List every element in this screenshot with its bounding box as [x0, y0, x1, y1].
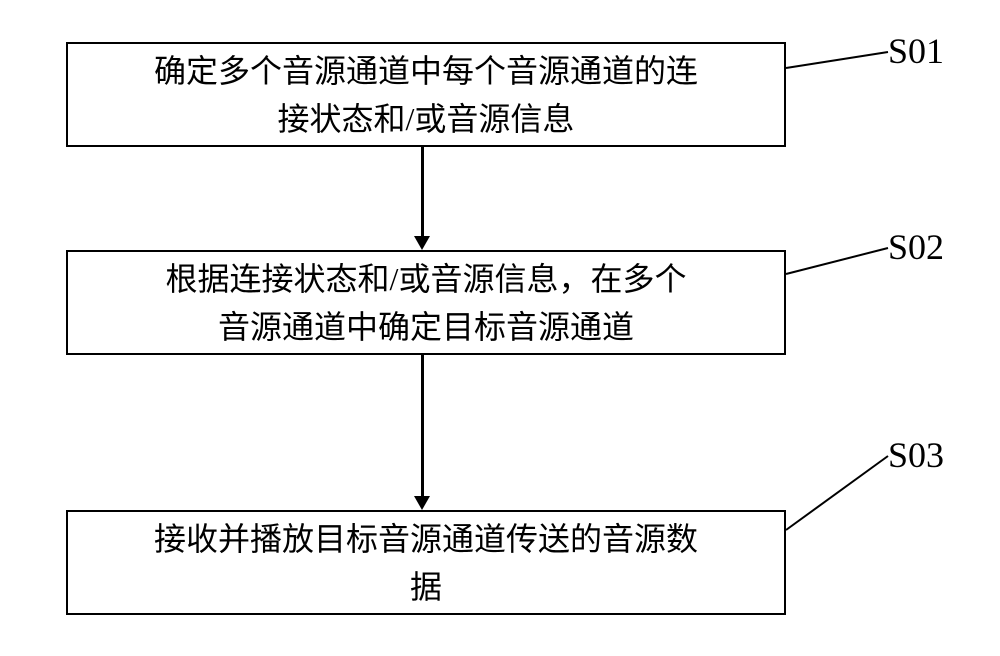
- step-s03-line2: 据: [410, 569, 442, 605]
- step-s01-line1: 确定多个音源通道中每个音源通道的连: [154, 53, 698, 89]
- connector-s02: [786, 248, 888, 274]
- step-s01-line2: 接状态和/或音源信息: [278, 101, 575, 137]
- step-box-s01: 确定多个音源通道中每个音源通道的连 接状态和/或音源信息: [66, 42, 786, 147]
- step-text-s01: 确定多个音源通道中每个音源通道的连 接状态和/或音源信息: [154, 47, 698, 143]
- step-s02-line1: 根据连接状态和/或音源信息，在多个: [166, 261, 687, 297]
- step-label-s01: S01: [888, 30, 944, 72]
- step-text-s02: 根据连接状态和/或音源信息，在多个 音源通道中确定目标音源通道: [166, 255, 687, 351]
- arrow-head-s01-s02: [414, 236, 430, 250]
- step-box-s02: 根据连接状态和/或音源信息，在多个 音源通道中确定目标音源通道: [66, 250, 786, 355]
- step-text-s03: 接收并播放目标音源通道传送的音源数 据: [154, 515, 698, 611]
- step-box-s03: 接收并播放目标音源通道传送的音源数 据: [66, 510, 786, 615]
- connector-s03: [786, 456, 888, 530]
- step-s02-line2: 音源通道中确定目标音源通道: [218, 309, 634, 345]
- arrow-s01-s02: [421, 147, 424, 236]
- step-label-s02: S02: [888, 226, 944, 268]
- connector-s01: [786, 52, 888, 68]
- arrow-head-s02-s03: [414, 496, 430, 510]
- step-label-s03: S03: [888, 434, 944, 476]
- step-s03-line1: 接收并播放目标音源通道传送的音源数: [154, 521, 698, 557]
- arrow-s02-s03: [421, 355, 424, 496]
